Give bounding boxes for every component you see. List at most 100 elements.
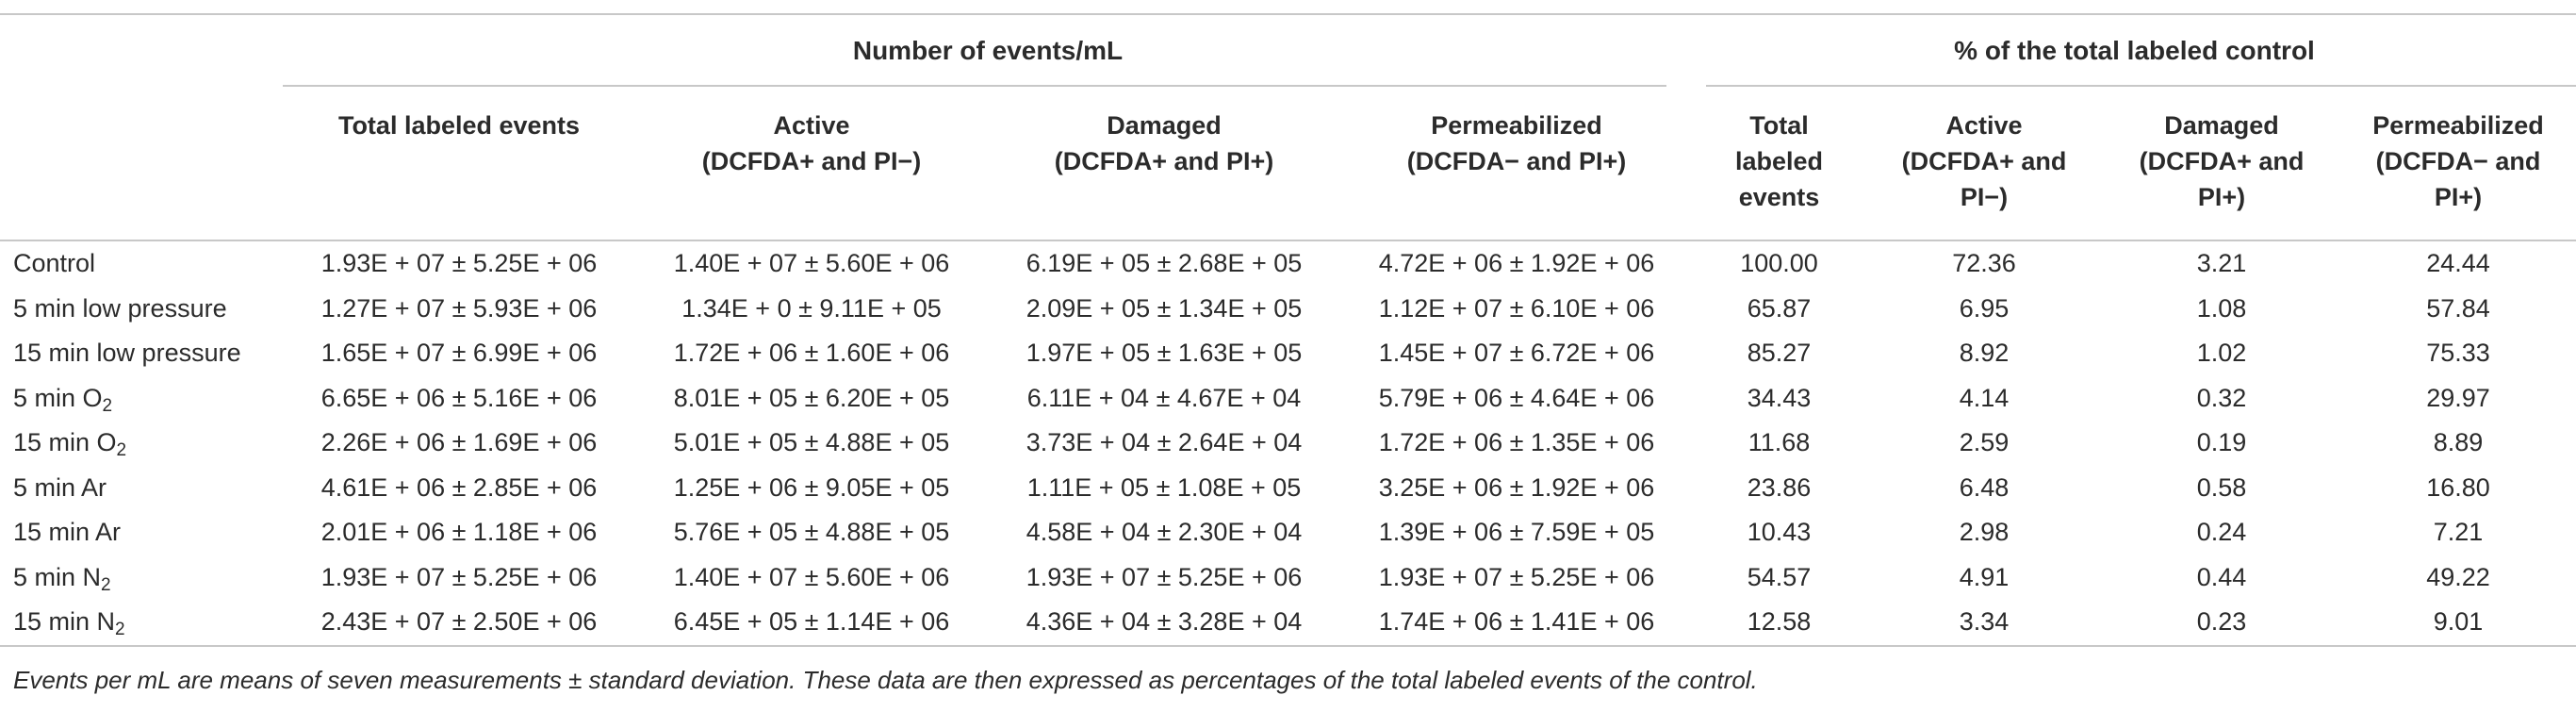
row-label: Control: [0, 240, 283, 287]
row-label-subscript: 2: [102, 395, 113, 416]
table-cell: 6.65E + 06 ± 5.16E + 06: [320, 383, 598, 412]
table-cell: 2.26E + 06 ± 1.69E + 06: [320, 428, 598, 457]
table-cell: 24.44: [2426, 249, 2490, 278]
table-cell: 3.73E + 04 ± 2.64E + 04: [1025, 428, 1303, 457]
group-underline-percent: [1706, 85, 2576, 87]
table-cell: 6.45E + 05 ± 1.14E + 06: [635, 600, 988, 647]
table-cell: 0.19: [2196, 428, 2247, 457]
row-label-text: 15 min O: [13, 428, 117, 457]
table-cell: 1.45E + 07 ± 6.72E + 06: [1378, 339, 1655, 368]
table-cell: 0.32: [2196, 383, 2247, 412]
table-cell: 29.97: [2426, 383, 2490, 412]
table-cell: 4.61E + 06 ± 2.85E + 06: [320, 472, 598, 502]
table-cell: 1.12E + 07 ± 6.10E + 06: [1378, 293, 1655, 323]
group-header-row: Number of events/mL % of the total label…: [0, 15, 2576, 87]
table-cell: 6.48: [1959, 472, 2010, 502]
table-cell: 0.58: [2196, 472, 2247, 502]
table-cell: 12.58: [1693, 600, 1865, 647]
group-header-percent: % of the total labeled control: [1693, 15, 2576, 87]
table-cell: 5.76E + 05 ± 4.88E + 05: [673, 518, 950, 547]
table-cell: 1.39E + 06 ± 7.59E + 05: [1378, 518, 1655, 547]
table-cell: 8.89: [2433, 428, 2484, 457]
table-cell: 4.14: [1959, 383, 2010, 412]
row-label: 15 min Ar: [0, 510, 283, 555]
column-header: Active (DCFDA+ and PI−): [635, 87, 988, 241]
table-row: 15 min O2 2.26E + 06 ± 1.69E + 06 5.01E + …: [0, 421, 2576, 466]
table-cell: 85.27: [1747, 339, 1812, 368]
row-label-text: 15 min N: [13, 607, 116, 637]
table-cell: 1.25E + 06 ± 9.05E + 05: [673, 472, 950, 502]
table-cell: 1.27E + 07 ± 5.93E + 06: [320, 293, 598, 323]
table-row: Control 1.93E + 07 ± 5.25E + 06 1.40E + 07…: [0, 240, 2576, 287]
table-row: 5 min N2 1.93E + 07 ± 5.25E + 06 1.40E + 0…: [0, 555, 2576, 601]
table-row: 5 min low pressure 1.27E + 07 ± 5.93E + 0…: [0, 287, 2576, 332]
table-cell: 3.34: [1865, 600, 2103, 647]
table-cell: 0.23: [2103, 600, 2340, 647]
row-label-text: 5 min N: [13, 562, 102, 591]
row-label-subscript: 2: [115, 620, 125, 640]
row-label: 5 min N2: [0, 555, 283, 601]
table-cell: 9.01: [2340, 600, 2576, 647]
table-cell: 7.21: [2433, 518, 2484, 547]
table-cell: 1.93E + 07 ± 5.25E + 06: [1378, 562, 1655, 591]
column-header: Permeabilized (DCFDA− and PI+): [2340, 87, 2576, 241]
table-cell: 54.57: [1747, 562, 1812, 591]
group-header-events-label: Number of events/mL: [852, 36, 1124, 65]
table-cell: 1.93E + 07 ± 5.25E + 06: [320, 249, 598, 278]
table-cell: 3.21: [2196, 249, 2247, 278]
empty-corner: [0, 15, 283, 87]
group-underline-events: [283, 85, 1666, 87]
table-cell: 1.08: [2196, 293, 2247, 323]
row-label: 5 min O2: [0, 376, 283, 422]
table-cell: 23.86: [1747, 472, 1812, 502]
table-row: 15 min Ar 2.01E + 06 ± 1.18E + 06 5.76E + …: [0, 510, 2576, 555]
row-label-text: 15 min Ar: [13, 518, 122, 547]
group-header-events: Number of events/mL: [283, 15, 1693, 87]
row-label: 15 min O2: [0, 421, 283, 466]
table-cell: 2.09E + 05 ± 1.34E + 05: [1025, 293, 1303, 323]
table-cell: 4.58E + 04 ± 2.30E + 04: [1025, 518, 1303, 547]
row-label-subscript: 2: [101, 574, 111, 595]
row-label-text: 15 min low pressure: [13, 339, 241, 368]
table-cell: 72.36: [1952, 249, 2016, 278]
table-cell: 75.33: [2426, 339, 2490, 368]
row-label: 5 min Ar: [0, 466, 283, 511]
table-cell: 4.72E + 06 ± 1.92E + 06: [1378, 249, 1655, 278]
table-cell: 1.72E + 06 ± 1.35E + 06: [1378, 428, 1655, 457]
column-header-row: Total labeled events Active (DCFDA+ and P…: [0, 87, 2576, 241]
table-cell: 49.22: [2426, 562, 2490, 591]
table-cell: 2.98: [1959, 518, 2010, 547]
table-footnote: Events per mL are means of seven measure…: [13, 666, 1758, 694]
table-cell: 5.01E + 05 ± 4.88E + 05: [673, 428, 950, 457]
row-label-text: Control: [13, 249, 96, 278]
table-cell: 1.02: [2196, 339, 2247, 368]
table-cell: 5.79E + 06 ± 4.64E + 06: [1378, 383, 1655, 412]
table-cell: 6.19E + 05 ± 2.68E + 05: [1025, 249, 1303, 278]
column-header: Total labeled events: [1693, 87, 1865, 241]
table-row: 15 min low pressure 1.65E + 07 ± 6.99E + …: [0, 331, 2576, 376]
table-cell: 3.25E + 06 ± 1.92E + 06: [1378, 472, 1655, 502]
table-cell: 6.95: [1959, 293, 2010, 323]
table-cell: 1.65E + 07 ± 6.99E + 06: [320, 339, 598, 368]
table-cell: 8.92: [1959, 339, 2010, 368]
column-header: Damaged (DCFDA+ and PI+): [2103, 87, 2340, 241]
group-header-percent-label: % of the total labeled control: [1954, 36, 2315, 65]
table-cell: 4.91: [1959, 562, 2010, 591]
table-body: Control 1.93E + 07 ± 5.25E + 06 1.40E + 07…: [0, 240, 2576, 647]
column-header-stub: [0, 87, 283, 241]
table-cell: 11.68: [1747, 428, 1811, 457]
row-label: 15 min N2: [0, 600, 283, 647]
table-cell: 100.00: [1740, 249, 1818, 278]
column-header: Damaged (DCFDA+ and PI+): [988, 87, 1340, 241]
table-cell: 16.80: [2426, 472, 2490, 502]
table-cell: 65.87: [1747, 293, 1812, 323]
table-cell: 2.43E + 07 ± 2.50E + 06: [283, 600, 635, 647]
row-label: 5 min low pressure: [0, 287, 283, 332]
table-cell: 1.74E + 06 ± 1.41E + 06: [1340, 600, 1693, 647]
table-cell: 2.01E + 06 ± 1.18E + 06: [320, 518, 598, 547]
table-cell: 1.11E + 05 ± 1.08E + 05: [1026, 472, 1302, 502]
table-row: 5 min Ar 4.61E + 06 ± 2.85E + 06 1.25E + 0…: [0, 466, 2576, 511]
table-cell: 0.44: [2196, 562, 2247, 591]
table-row: 5 min O2 6.65E + 06 ± 5.16E + 06 8.01E + 0…: [0, 376, 2576, 422]
